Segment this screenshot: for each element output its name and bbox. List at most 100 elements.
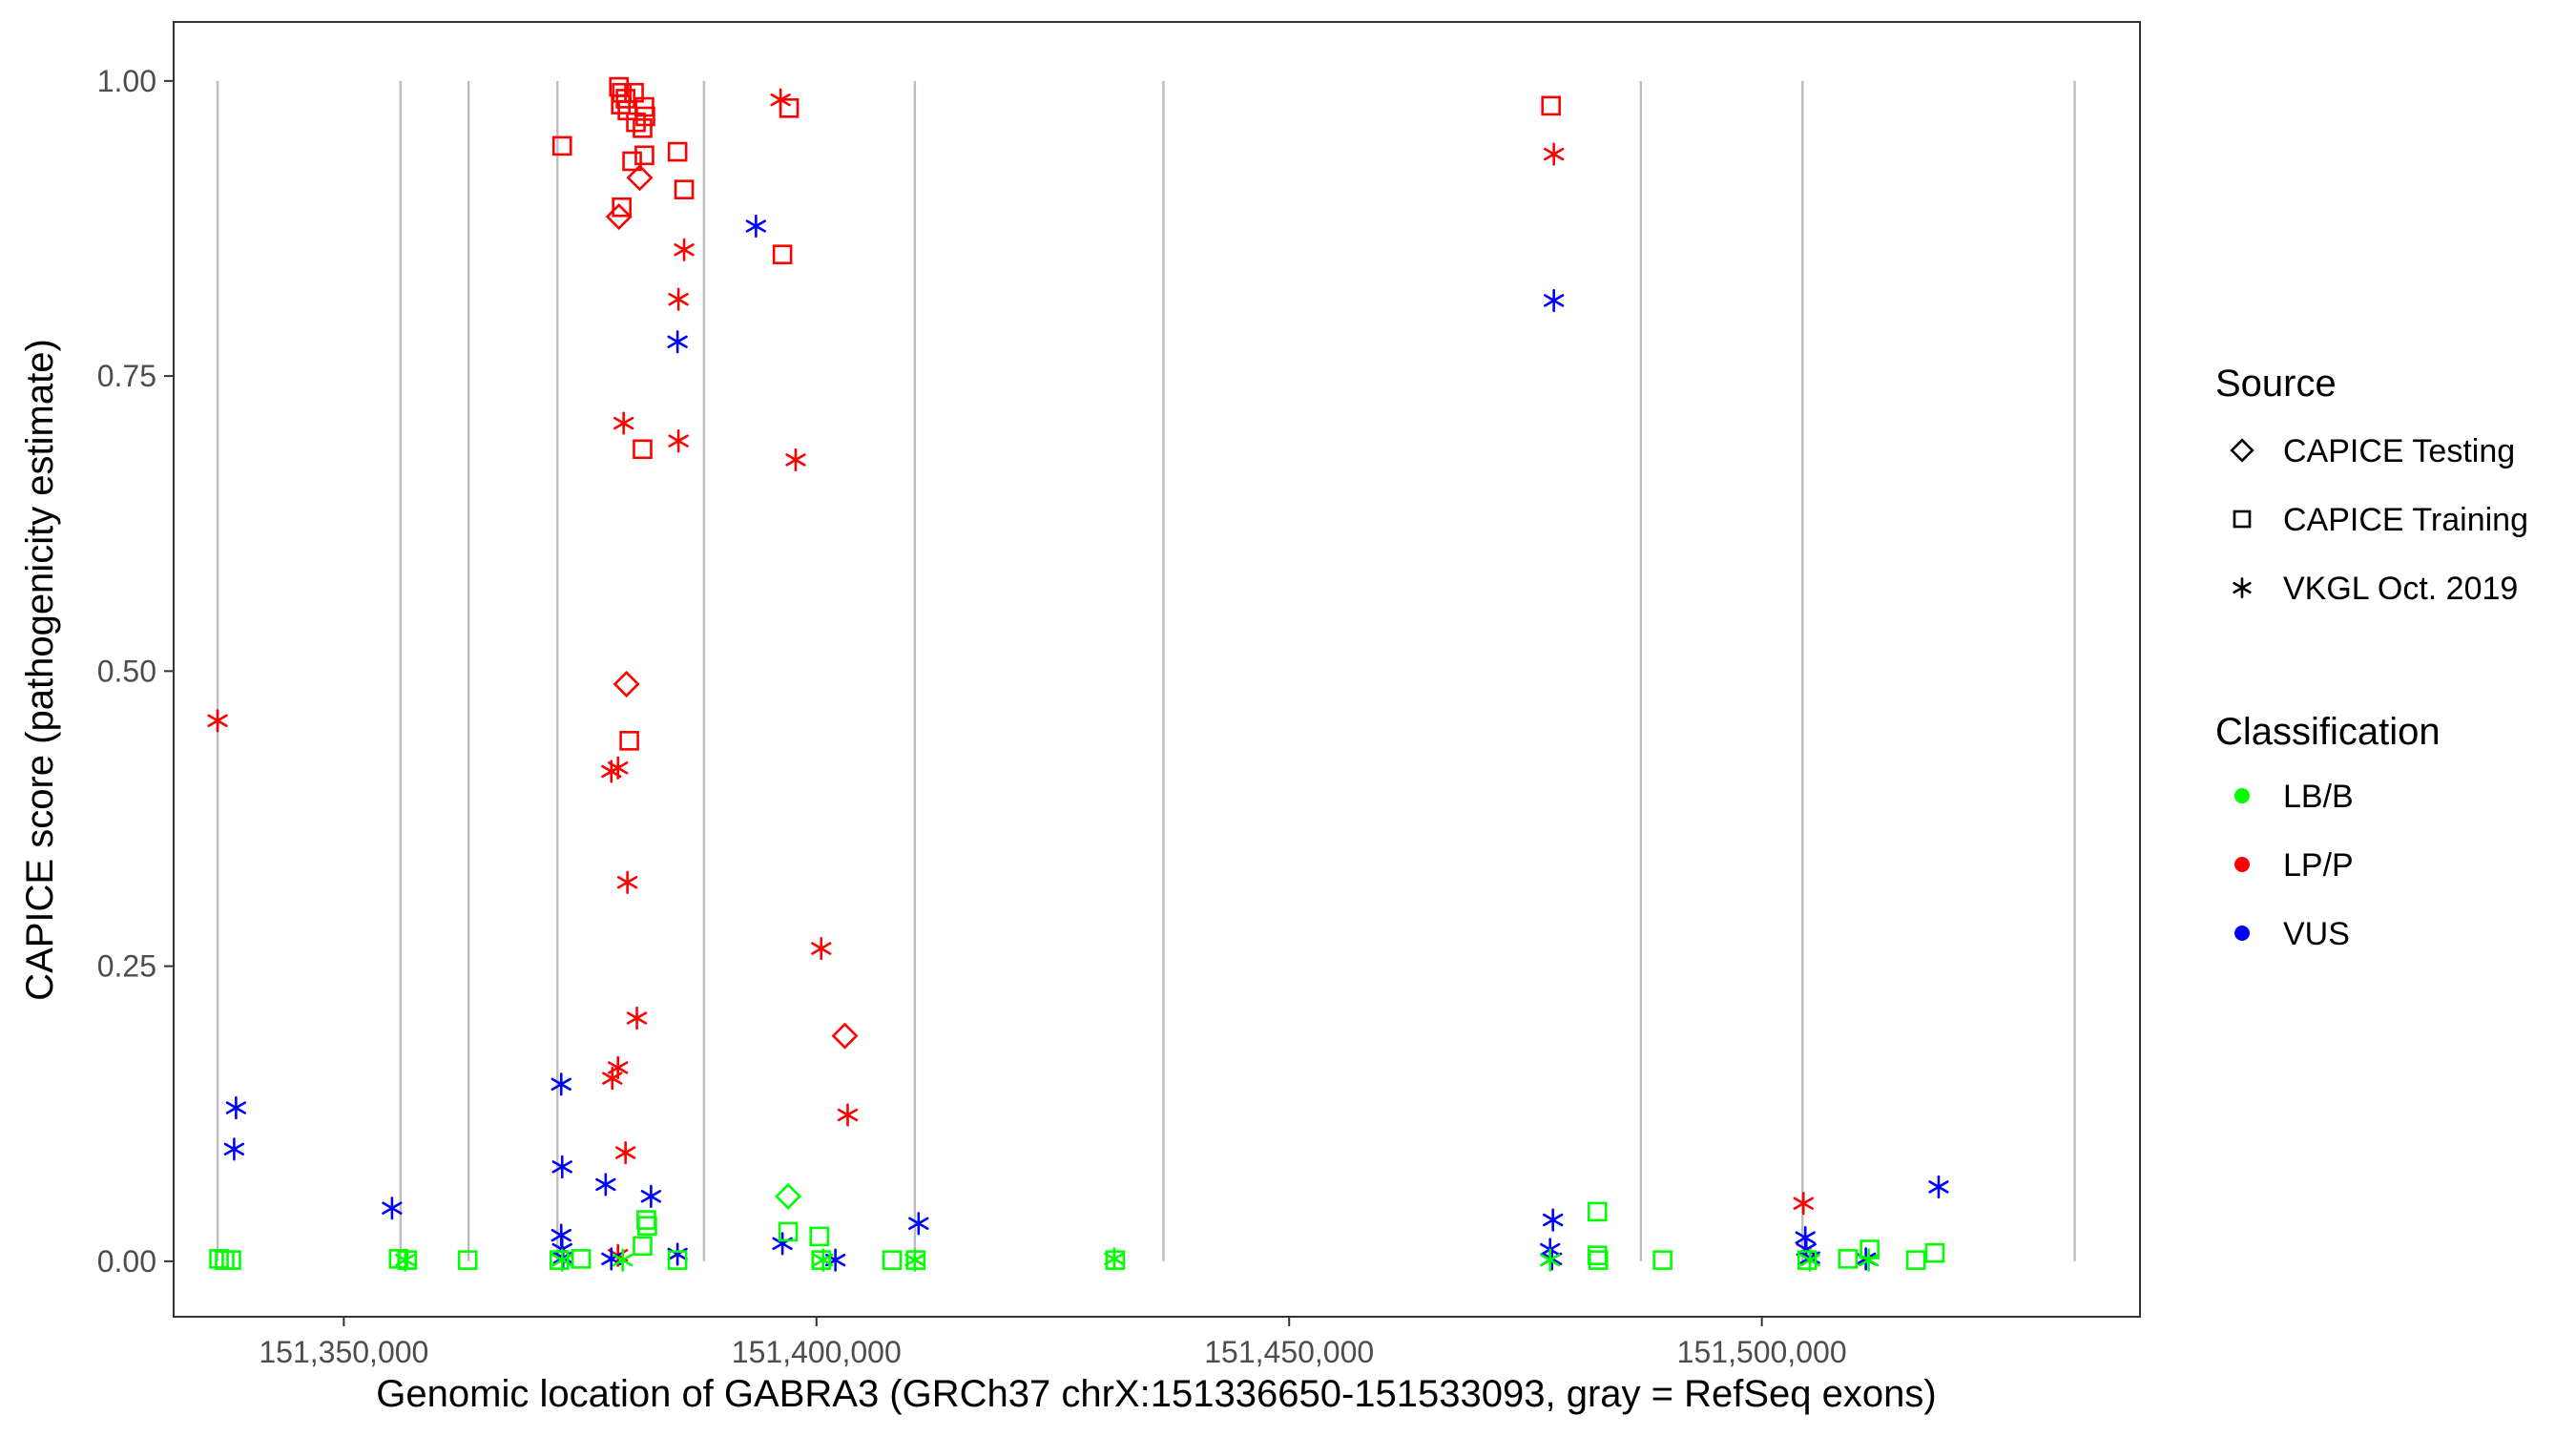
x-tick-label: 151,350,000	[259, 1335, 428, 1369]
legend-class-title: Classification	[2215, 711, 2441, 753]
data-point-lbb-square	[809, 1226, 830, 1247]
legend-key-dot	[2234, 857, 2250, 872]
data-point-lbb-asterisk	[1799, 1248, 1820, 1272]
plot-panel-border	[173, 21, 2141, 1318]
legend-class-label: LB/B	[2283, 779, 2354, 815]
x-tick-label: 151,500,000	[1677, 1335, 1847, 1369]
data-points	[207, 76, 1949, 1272]
data-point-lpp-asterisk	[616, 870, 638, 894]
data-point-lpp-asterisk	[770, 88, 791, 112]
data-point-lbb-square	[667, 1250, 688, 1270]
data-point-lpp-asterisk	[668, 429, 689, 453]
y-tick-label: 0.25	[97, 949, 156, 984]
data-point-lpp-square	[633, 118, 653, 138]
data-point-lpp-square	[1541, 95, 1561, 116]
data-point-vus-asterisk	[225, 1095, 247, 1120]
data-point-vus-asterisk	[1928, 1175, 1949, 1199]
data-point-lpp-square	[634, 145, 654, 166]
legend-class-label: LP/P	[2283, 847, 2354, 884]
data-point-lpp-diamond	[831, 1022, 859, 1050]
data-point-lbb-asterisk	[1858, 1248, 1880, 1272]
x-tick-label: 151,450,000	[1204, 1335, 1374, 1369]
data-point-vus-asterisk	[551, 1155, 572, 1178]
data-point-lbb-diamond	[775, 1182, 802, 1210]
data-point-lpp-square	[626, 112, 646, 133]
legend-source-label: CAPICE Testing	[2283, 433, 2515, 469]
data-point-lbb-asterisk	[813, 1248, 834, 1272]
data-point-lpp-asterisk	[1793, 1192, 1814, 1216]
data-point-lpp-square	[633, 439, 653, 460]
data-point-vus-asterisk	[640, 1184, 662, 1208]
legend-source-title: Source	[2215, 363, 2337, 405]
y-tick-label: 0.75	[97, 359, 156, 393]
data-point-lbb-asterisk	[613, 1248, 634, 1272]
legend-key-asterisk	[2233, 577, 2252, 598]
data-point-vus-asterisk	[1544, 288, 1565, 313]
data-point-lbb-square	[637, 1216, 657, 1237]
data-point-lpp-diamond	[605, 203, 633, 231]
legend-key-diamond	[2230, 438, 2254, 463]
data-point-lpp-square	[772, 244, 793, 264]
data-point-lpp-square	[619, 731, 639, 751]
data-point-lbb-asterisk	[1540, 1248, 1561, 1272]
data-point-lbb-square	[1924, 1242, 1945, 1263]
data-point-lbb-square	[457, 1250, 478, 1270]
data-point-lpp-asterisk	[626, 1006, 648, 1030]
legend-key-square	[2233, 510, 2252, 529]
data-point-lpp-asterisk	[837, 1103, 859, 1127]
data-point-lpp-square	[611, 94, 631, 114]
data-point-vus-asterisk	[382, 1197, 403, 1220]
data-point-lpp-asterisk	[811, 936, 832, 961]
legend-class-label: VUS	[2283, 916, 2350, 952]
data-point-vus-asterisk	[595, 1173, 616, 1197]
data-point-lbb-square	[811, 1250, 832, 1270]
data-point-lbb-asterisk	[1104, 1247, 1125, 1271]
x-axis-title: Genomic location of GABRA3 (GRCh37 chrX:…	[376, 1373, 1936, 1415]
x-tick-label: 151,400,000	[732, 1335, 902, 1369]
data-point-lbb-square	[1588, 1250, 1609, 1270]
data-point-lpp-asterisk	[601, 760, 622, 783]
data-point-lpp-asterisk	[668, 287, 689, 311]
y-tick-label: 1.00	[97, 64, 156, 98]
data-point-lpp-asterisk	[614, 1140, 636, 1165]
data-point-vus-asterisk	[745, 214, 767, 239]
data-point-vus-asterisk	[223, 1137, 245, 1161]
data-point-lbb-square	[1652, 1250, 1672, 1270]
data-point-vus-asterisk	[551, 1072, 571, 1096]
data-point-lpp-asterisk	[613, 411, 634, 435]
legend: Source Classification CAPICE Testing CAPI…	[2215, 363, 2528, 952]
legend-source-label: CAPICE Training	[2283, 502, 2528, 538]
data-point-lbb-square	[1905, 1250, 1926, 1270]
data-point-lbb-asterisk	[395, 1248, 416, 1272]
data-point-lpp-diamond	[613, 670, 640, 697]
data-point-lpp-asterisk	[602, 1067, 623, 1091]
data-point-lpp-square	[624, 82, 644, 103]
data-point-lbb-square	[633, 1236, 653, 1257]
data-point-lpp-square	[667, 141, 688, 162]
data-point-lbb-square	[1587, 1201, 1608, 1222]
data-point-lbb-square	[221, 1250, 241, 1270]
x-axis: 151,350,000 151,400,000 151,450,000 151,500…	[259, 1317, 1847, 1369]
exon-lines	[216, 80, 2076, 1261]
data-point-lpp-square	[612, 197, 632, 218]
data-point-lbb-square	[1838, 1249, 1859, 1269]
data-point-lbb-asterisk	[551, 1248, 572, 1272]
y-axis: 0.00 0.25 0.50 0.75 1.00	[97, 64, 174, 1279]
data-point-lpp-square	[674, 179, 695, 199]
data-point-lpp-square	[622, 151, 642, 172]
data-point-lpp-asterisk	[207, 709, 228, 733]
plot-panel-background	[174, 22, 2140, 1317]
data-point-vus-asterisk	[908, 1212, 929, 1236]
y-tick-label: 0.50	[97, 654, 156, 688]
data-point-lbb-square	[1797, 1250, 1818, 1270]
legend-key-dot	[2234, 926, 2250, 941]
legend-source-label: VKGL Oct. 2019	[2283, 571, 2518, 607]
data-point-lpp-asterisk	[1544, 142, 1565, 166]
data-point-lbb-square	[571, 1249, 592, 1269]
y-axis-title: CAPICE score (pathogenicity estimate)	[19, 339, 61, 1001]
data-point-lpp-square	[551, 135, 572, 156]
legend-key-dot	[2234, 788, 2250, 803]
data-point-lbb-square	[882, 1250, 903, 1270]
